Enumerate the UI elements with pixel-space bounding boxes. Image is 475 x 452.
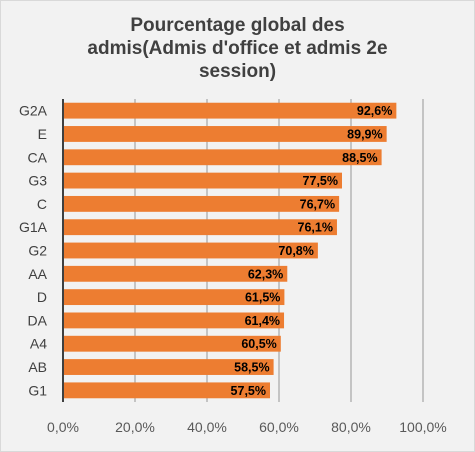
data-label: 77,5% [303,174,338,188]
bar-ca [63,149,382,166]
x-tick-label: 80,0% [331,419,371,435]
x-tick-label: 40,0% [187,419,227,435]
bar-g1a [63,219,337,236]
bar-g2 [63,242,318,259]
bar-aa [63,265,288,282]
category-label: DA [28,312,48,328]
value-axis-labels: 0,0% 20,0% 40,0% 60,0% 80,0% 100,0% [47,419,447,435]
category-label: G1A [19,219,48,235]
x-tick-label: 20,0% [115,419,155,435]
data-label: 60,5% [241,337,276,351]
category-label: D [37,289,47,305]
bar-a4 [63,335,281,352]
x-tick-label: 100,0% [399,419,446,435]
data-labels: 92,6% 89,9% 88,5% 77,5% 76,7% 76,1% 70,8% 62,3%… [231,104,393,398]
bar-g2a [63,102,397,119]
data-label: 62,3% [248,267,283,281]
data-label: 76,1% [298,221,333,235]
x-tick-label: 0,0% [47,419,79,435]
category-label: C [37,196,47,212]
category-label: AA [28,266,47,282]
category-label: G3 [28,173,47,189]
bar-da [63,312,285,329]
bar-c [63,195,340,212]
category-label: A4 [30,336,47,352]
bar-g1 [63,382,270,399]
category-label: G2 [28,243,47,259]
category-label: AB [28,359,47,375]
x-tick-label: 60,0% [259,419,299,435]
data-label: 61,4% [245,314,280,328]
data-label: 89,9% [347,127,382,141]
bar-e [63,126,387,142]
data-label: 92,6% [357,104,392,118]
category-label: G2A [19,103,48,119]
bar-g3 [63,172,342,189]
data-label: 61,5% [245,291,280,305]
data-label: 57,5% [231,384,266,398]
category-label: G1 [28,382,47,398]
chart-title: Pourcentage global des admis(Admis d'off… [87,15,388,82]
bar-d [63,289,285,306]
bar-ab [63,359,274,375]
data-label: 58,5% [234,361,269,375]
bars [63,102,397,399]
data-label: 88,5% [342,151,377,165]
category-label: E [38,126,47,142]
category-label: CA [28,149,48,165]
category-axis-labels: G2A E CA G3 C G1A G2 AA D DA A4 AB G1 [19,103,48,399]
data-label: 76,7% [300,197,335,211]
data-label: 70,8% [278,244,313,258]
